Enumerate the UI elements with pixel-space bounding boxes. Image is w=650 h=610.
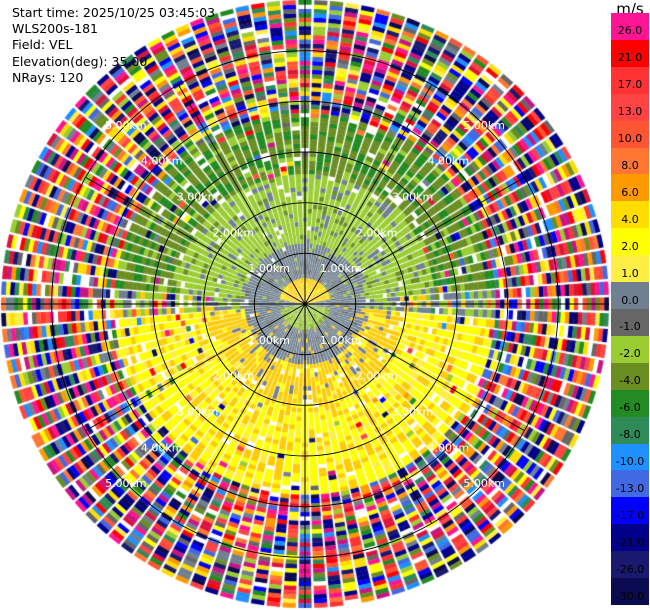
range-ring-label: 5.00km — [105, 119, 147, 132]
colorbar-segment — [611, 174, 649, 202]
range-ring-label: 2.00km — [213, 370, 255, 383]
range-ring-label: 4.00km — [428, 155, 470, 168]
colorbar-tick-label: 26.0 — [617, 24, 643, 38]
colorbar-tick-label: 2.0 — [621, 239, 639, 253]
colorbar-segment — [611, 551, 649, 579]
colorbar-tick-label: -1.0 — [619, 320, 641, 334]
azimuth-spoke — [304, 176, 525, 305]
colorbar-segment — [611, 443, 649, 471]
colorbar-tick-label: -13.0 — [615, 481, 645, 495]
colorbar-tick-label: -8.0 — [619, 428, 641, 442]
range-ring-label: 1.00km — [320, 334, 362, 347]
colorbar-tick-label: 17.0 — [617, 78, 643, 92]
range-ring-label: 1.00km — [248, 262, 290, 275]
range-ring-label: 1.00km — [320, 262, 362, 275]
colorbar-tick-label: 8.0 — [621, 159, 639, 172]
colorbar-tick-label: -26.0 — [615, 562, 645, 576]
scan-info: Start time: 2025/10/25 03:45:03 WLS200s-… — [12, 5, 215, 86]
colorbar-segment — [611, 147, 649, 175]
range-ring-label: 5.00km — [463, 119, 505, 132]
range-ring-label: 3.00km — [177, 405, 219, 418]
colorbar-tick-label: -30.0 — [615, 589, 645, 603]
colorbar-segment — [611, 39, 649, 68]
range-ring-label: 3.00km — [392, 191, 434, 204]
azimuth-spoke — [85, 176, 306, 305]
start-time-label: Start time: 2025/10/25 03:45:03 — [12, 5, 216, 20]
azimuth-spoke — [304, 303, 433, 524]
nrays-label: NRays: 120 — [12, 69, 84, 85]
colorbar-segment — [611, 309, 649, 337]
range-ring-label: 3.00km — [392, 405, 434, 418]
colorbar-segment — [611, 13, 649, 41]
field-label: Field: VEL — [12, 37, 73, 53]
colorbar-segment — [611, 93, 649, 122]
instrument-label: WLS200s-181 — [12, 21, 98, 37]
range-ring-label: 2.00km — [356, 226, 398, 239]
colorbar-tick-label: -4.0 — [619, 374, 641, 388]
colorbar-tick-label: 10.0 — [617, 132, 643, 146]
azimuth-spoke — [304, 303, 525, 432]
colorbar-segment — [611, 282, 649, 310]
range-ring-label: 2.00km — [356, 370, 398, 383]
range-ring-label: 4.00km — [141, 441, 183, 454]
range-ring-label: 4.00km — [141, 155, 183, 168]
range-ring-label: 5.00km — [105, 477, 147, 490]
range-ring-label: 2.00km — [213, 226, 255, 239]
azimuth-spoke — [177, 84, 306, 305]
colorbar-segment — [611, 416, 649, 445]
colorbar-segment — [611, 362, 649, 391]
colorbar-segment — [611, 228, 649, 256]
colorbar-tick-label: -21.0 — [615, 535, 645, 549]
range-ring-label: 5.00km — [463, 477, 505, 490]
colorbar-segment — [611, 335, 649, 364]
colorbar-tick-label: -6.0 — [619, 401, 641, 415]
colorbar-segment — [611, 524, 649, 552]
colorbar-segment — [611, 255, 649, 283]
range-ring-label: 3.00km — [177, 191, 219, 204]
colorbar-tick-label: 6.0 — [621, 185, 639, 199]
azimuth-spoke — [177, 303, 306, 524]
range-ring-label: 4.00km — [428, 441, 470, 454]
colorbar-segment — [611, 389, 649, 418]
azimuth-spoke — [85, 303, 306, 432]
elevation-label: Elevation(deg): 35.00 — [12, 53, 148, 69]
colorbar-tick-label: 4.0 — [621, 212, 639, 226]
colorbar-tick-label: 0.0 — [621, 293, 639, 307]
colorbar-segment — [611, 578, 649, 606]
colorbar-segment — [611, 497, 649, 525]
azimuth-spoke — [304, 84, 433, 305]
colorbar-tick-label: -17.0 — [615, 508, 645, 522]
colorbar-tick-label: 13.0 — [617, 105, 643, 119]
colorbar-tick-label: 21.0 — [617, 51, 643, 65]
colorbar-tick-label: -2.0 — [619, 347, 641, 361]
colorbar-segment — [611, 66, 649, 95]
colorbar-tick-label: 1.0 — [621, 266, 639, 280]
colorbar-segment — [611, 201, 649, 229]
colorbar-tick-label: -10.0 — [615, 455, 645, 468]
colorbar-segment — [611, 470, 649, 498]
colorbar-segment — [611, 120, 649, 149]
colorbar: 26.0 21.0 17.0 13.0 10.0 8.0 6.0 4.0 2.0 1.0 0.0 -1… — [611, 13, 649, 606]
range-ring-label: 1.00km — [248, 334, 290, 347]
